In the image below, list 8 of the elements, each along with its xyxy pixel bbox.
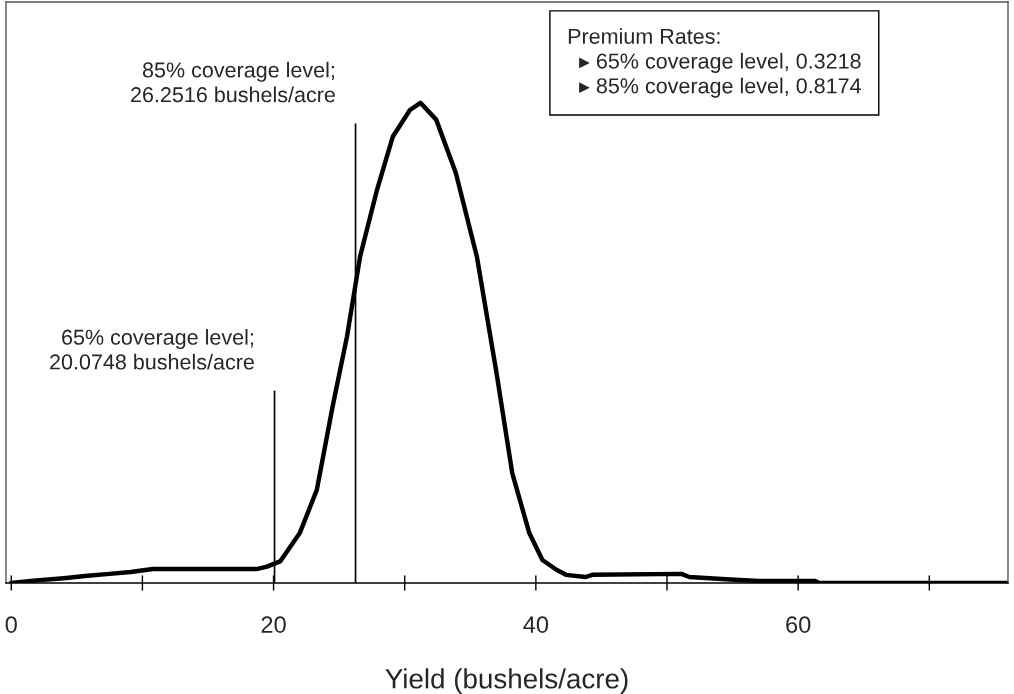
ref-line-label: 65% coverage level; 20.0748 bushels/acre xyxy=(50,329,254,370)
x-tick-label: 20 xyxy=(261,616,286,633)
x-tick-label: 60 xyxy=(786,616,811,633)
x-tick-label: 40 xyxy=(523,616,549,633)
x-tick-label: 0 xyxy=(5,616,17,633)
text: Premium Rates: ▸ 65% coverage level, 0.3218 ▸ 85% coverage level, 0.8174 xyxy=(568,28,861,98)
x-axis-title: Yield (bushels/acre) xyxy=(385,668,628,694)
ref-line-label: 85% coverage level; 26.2516 bushels/acre xyxy=(131,61,335,103)
